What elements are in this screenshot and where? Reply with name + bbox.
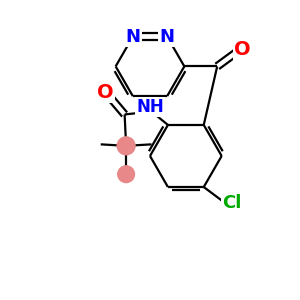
- Text: O: O: [234, 40, 251, 59]
- Text: N: N: [125, 28, 140, 46]
- Text: N: N: [160, 28, 175, 46]
- Text: Cl: Cl: [222, 194, 242, 212]
- Circle shape: [118, 166, 134, 183]
- Circle shape: [117, 137, 135, 155]
- Text: NH: NH: [136, 98, 164, 116]
- Text: O: O: [97, 82, 113, 102]
